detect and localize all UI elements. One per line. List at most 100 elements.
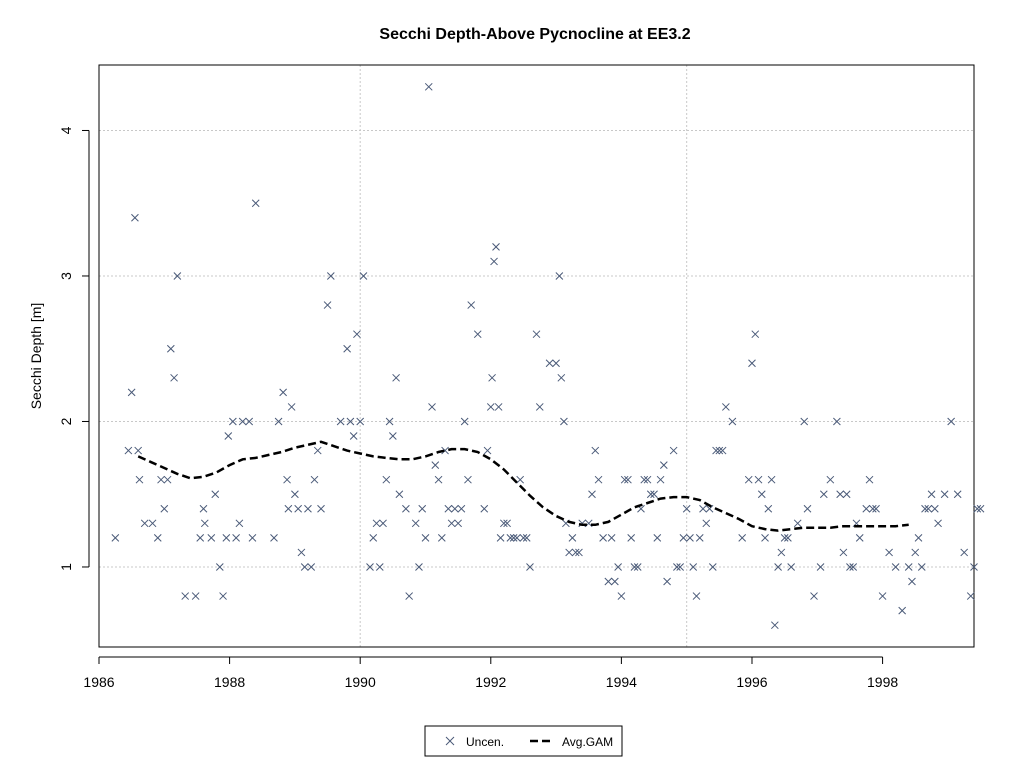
data-point	[787, 563, 796, 571]
data-point	[673, 563, 681, 571]
data-point	[191, 592, 200, 600]
data-point	[842, 490, 851, 499]
data-point	[816, 563, 825, 571]
y-tick-label: 2	[58, 417, 74, 425]
y-axis-label: Secchi Depth [m]	[28, 303, 44, 410]
legend-box	[424, 725, 623, 757]
data-point	[973, 504, 982, 513]
data-point	[434, 475, 443, 484]
data-point	[421, 534, 430, 542]
x-tick-label: 1998	[867, 674, 898, 690]
data-point	[532, 330, 541, 339]
data-point	[607, 534, 616, 542]
data-point	[499, 519, 508, 528]
data-point	[222, 534, 231, 542]
data-point	[283, 475, 291, 484]
data-point	[291, 490, 299, 499]
data-point	[457, 504, 466, 513]
data-point	[111, 534, 120, 542]
scatter-points	[111, 82, 985, 630]
data-point	[494, 403, 503, 411]
data-point	[317, 504, 325, 513]
data-point	[488, 373, 496, 382]
y-tick-label: 4	[58, 126, 74, 134]
data-point	[810, 592, 818, 600]
data-point	[270, 534, 278, 542]
data-point	[588, 490, 596, 499]
data-point	[764, 504, 773, 513]
data-point	[526, 563, 534, 571]
data-point	[245, 417, 254, 426]
x-tick-label: 1996	[736, 674, 767, 690]
data-point	[611, 577, 619, 586]
data-point	[663, 577, 671, 586]
data-point	[800, 417, 809, 426]
data-point	[780, 534, 789, 542]
grid	[99, 65, 974, 647]
data-point	[833, 417, 841, 426]
data-point	[767, 475, 776, 484]
data-point	[836, 490, 844, 499]
data-point	[163, 475, 172, 484]
data-point	[519, 534, 528, 542]
data-point	[392, 373, 400, 382]
data-point	[744, 475, 753, 484]
data-point	[699, 504, 707, 513]
data-point	[248, 534, 257, 542]
data-point	[849, 563, 858, 571]
data-point	[940, 490, 949, 499]
data-point	[659, 461, 668, 469]
data-point	[545, 359, 554, 368]
data-point	[388, 432, 397, 440]
x-tick-label: 1994	[606, 674, 637, 690]
data-point	[480, 504, 489, 513]
data-point	[718, 446, 727, 455]
data-point	[970, 563, 978, 571]
data-point	[855, 534, 864, 542]
data-point	[761, 534, 769, 542]
data-point	[594, 475, 603, 484]
data-point	[656, 475, 665, 484]
data-point	[200, 519, 209, 528]
data-point	[914, 534, 923, 542]
data-point	[385, 417, 394, 426]
data-point	[418, 504, 427, 513]
data-point	[127, 388, 136, 397]
data-point	[777, 548, 786, 557]
data-point	[135, 475, 144, 484]
data-point	[552, 359, 560, 368]
data-point	[382, 475, 391, 484]
data-point	[467, 301, 476, 309]
data-point	[490, 257, 498, 266]
data-point	[509, 534, 518, 542]
data-point	[904, 563, 913, 571]
data-point	[650, 490, 658, 499]
data-point	[599, 534, 607, 542]
data-point	[229, 417, 237, 426]
data-point	[862, 504, 871, 513]
data-point	[444, 504, 453, 513]
data-point	[826, 475, 835, 484]
data-point	[695, 534, 704, 542]
data-point	[460, 417, 469, 426]
data-point	[153, 534, 162, 542]
data-point	[279, 388, 287, 397]
data-point	[624, 475, 632, 484]
data-point	[346, 417, 355, 426]
data-point	[496, 534, 505, 542]
data-point	[157, 475, 165, 484]
data-point	[224, 432, 233, 440]
data-point	[966, 592, 975, 600]
data-point	[908, 577, 916, 586]
data-point	[679, 534, 688, 542]
plot-frame	[98, 64, 975, 648]
data-point	[633, 563, 642, 571]
data-point	[211, 490, 220, 499]
data-point	[326, 272, 335, 280]
data-point	[535, 403, 544, 411]
data-point	[140, 519, 149, 528]
data-point	[712, 446, 720, 455]
data-point	[134, 446, 143, 455]
data-point	[300, 563, 309, 571]
